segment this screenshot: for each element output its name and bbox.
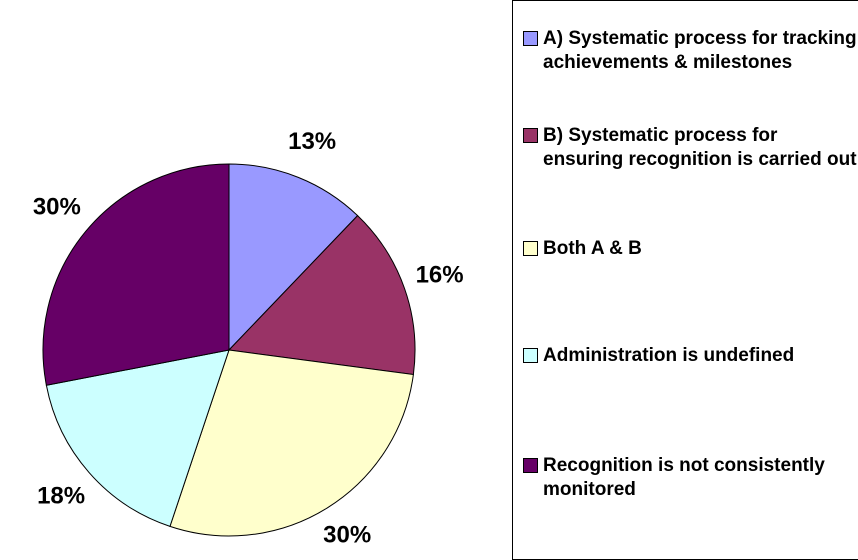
legend-label: B) Systematic process for ensuring recog… xyxy=(543,125,857,170)
pie-slice xyxy=(228,163,359,352)
legend-entry: Recognition is not consistently monitore… xyxy=(523,454,858,502)
chart: 13% 16% 30% 18% 30% xyxy=(33,128,464,548)
legend-swatch xyxy=(523,128,538,143)
legend-label: Recognition is not consistently monitore… xyxy=(543,455,825,500)
legend-swatch xyxy=(523,241,538,256)
pie-slice xyxy=(45,349,230,528)
data-label: 30% xyxy=(33,193,81,220)
legend-entry: B) Systematic process for ensuring recog… xyxy=(523,124,858,172)
data-label: 18% xyxy=(37,482,85,509)
pie-slice xyxy=(42,163,230,386)
legend: A) Systematic process for tracking achie… xyxy=(512,0,858,560)
legend-entry: A) Systematic process for tracking achie… xyxy=(523,27,858,75)
data-label: 13% xyxy=(288,128,336,155)
legend-label: Administration is undefined xyxy=(543,345,795,366)
data-label: 30% xyxy=(323,521,371,548)
pie-slice xyxy=(227,214,416,376)
legend-swatch xyxy=(523,31,538,46)
data-label: 16% xyxy=(416,261,464,288)
legend-entry: Administration is undefined xyxy=(523,344,858,368)
legend-swatch xyxy=(523,348,538,363)
legend-entry: Both A & B xyxy=(523,237,858,261)
page: {"chart_data": {"type": "pie", "categori… xyxy=(32,0,858,560)
legend-label: A) Systematic process for tracking achie… xyxy=(543,28,857,73)
pie-slice xyxy=(169,349,414,537)
legend-swatch xyxy=(523,458,538,473)
legend-label: Both A & B xyxy=(543,238,642,259)
